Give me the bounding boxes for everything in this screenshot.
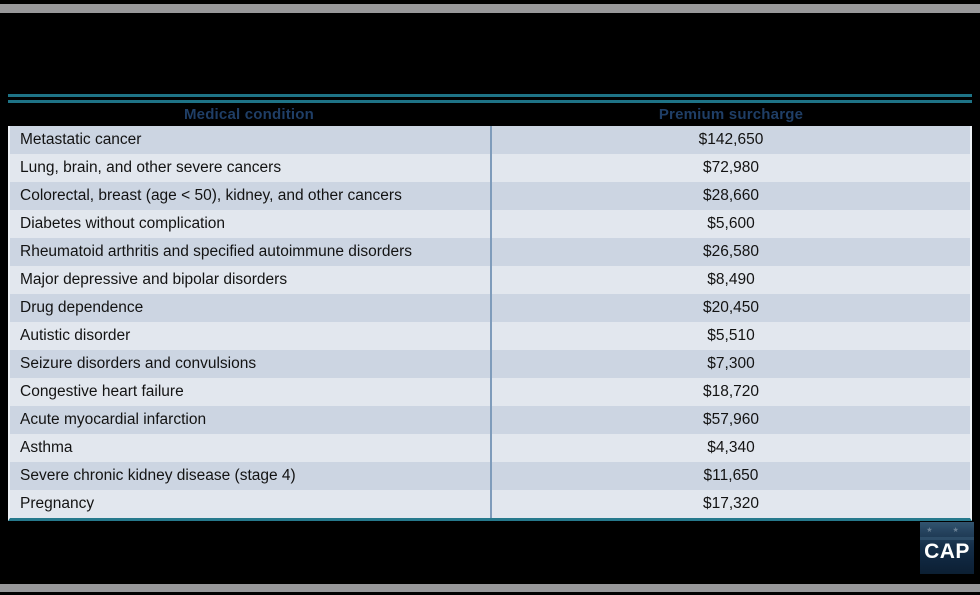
table-row: Colorectal, breast (age < 50), kidney, a… [10, 182, 970, 210]
surcharge-cell: $11,650 [703, 467, 759, 484]
table-row: Metastatic cancer $142,650 [10, 126, 970, 154]
condition-cell: Asthma [10, 434, 492, 462]
condition-cell: Colorectal, breast (age < 50), kidney, a… [10, 182, 492, 210]
condition-cell: Rheumatoid arthritis and specified autoi… [10, 238, 492, 266]
table-row: Major depressive and bipolar disorders $… [10, 266, 970, 294]
surcharge-cell: $28,660 [702, 187, 760, 204]
cap-logo-text: CAP [924, 540, 970, 563]
table-row: Congestive heart failure $18,720 [10, 378, 970, 406]
surcharge-cell: $18,720 [702, 383, 760, 400]
surcharge-cell: $5,600 [707, 215, 755, 232]
surcharge-cell: $7,300 [707, 355, 755, 372]
table-row: Diabetes without complication $5,600 [10, 210, 970, 238]
surcharge-cell: $20,450 [702, 299, 760, 316]
table-row: Seizure disorders and convulsions $7,300 [10, 350, 970, 378]
table-body: Metastatic cancer $142,650 Lung, brain, … [8, 126, 972, 521]
surcharge-cell: $72,980 [702, 159, 760, 176]
column-header-medical-condition: Medical condition [183, 106, 315, 123]
condition-cell: Lung, brain, and other severe cancers [10, 154, 492, 182]
table-row: Acute myocardial infarction $57,960 [10, 406, 970, 434]
table-top-rule-inner [8, 100, 972, 103]
surcharge-cell: $17,320 [702, 495, 760, 512]
condition-cell: Seizure disorders and convulsions [10, 350, 492, 378]
cap-logo: ★ ★ ★ CAP [920, 522, 974, 574]
table-row: Pregnancy $17,320 [10, 490, 970, 518]
condition-cell: Acute myocardial infarction [10, 406, 492, 434]
condition-cell: Autistic disorder [10, 322, 492, 350]
condition-cell: Major depressive and bipolar disorders [10, 266, 492, 294]
table-row: Asthma $4,340 [10, 434, 970, 462]
table-header-row: Medical condition Premium surcharge [8, 103, 972, 126]
surcharge-cell: $4,340 [707, 439, 755, 456]
condition-cell: Metastatic cancer [10, 126, 492, 154]
bottom-gray-rule [0, 584, 980, 592]
table-top-rule-gap [8, 97, 972, 100]
column-header-premium-surcharge: Premium surcharge [658, 106, 804, 123]
cap-logo-stripe [920, 537, 974, 540]
condition-cell: Diabetes without complication [10, 210, 492, 238]
premium-surcharge-table: Medical condition Premium surcharge Meta… [8, 94, 972, 521]
top-gray-rule [0, 4, 980, 13]
table-row: Severe chronic kidney disease (stage 4) … [10, 462, 970, 490]
surcharge-cell: $142,650 [698, 131, 764, 148]
surcharge-cell: $26,580 [702, 243, 760, 260]
condition-cell: Severe chronic kidney disease (stage 4) [10, 462, 492, 490]
condition-cell: Pregnancy [10, 490, 492, 518]
surcharge-cell: $57,960 [702, 411, 760, 428]
table-top-rule-outer [8, 94, 972, 97]
surcharge-cell: $8,490 [707, 271, 755, 288]
cap-logo-stars-icon: ★ ★ ★ [926, 527, 968, 534]
condition-cell: Congestive heart failure [10, 378, 492, 406]
surcharge-cell: $5,510 [707, 327, 755, 344]
condition-cell: Drug dependence [10, 294, 492, 322]
table-row: Autistic disorder $5,510 [10, 322, 970, 350]
table-row: Lung, brain, and other severe cancers $7… [10, 154, 970, 182]
table-row: Drug dependence $20,450 [10, 294, 970, 322]
table-row: Rheumatoid arthritis and specified autoi… [10, 238, 970, 266]
